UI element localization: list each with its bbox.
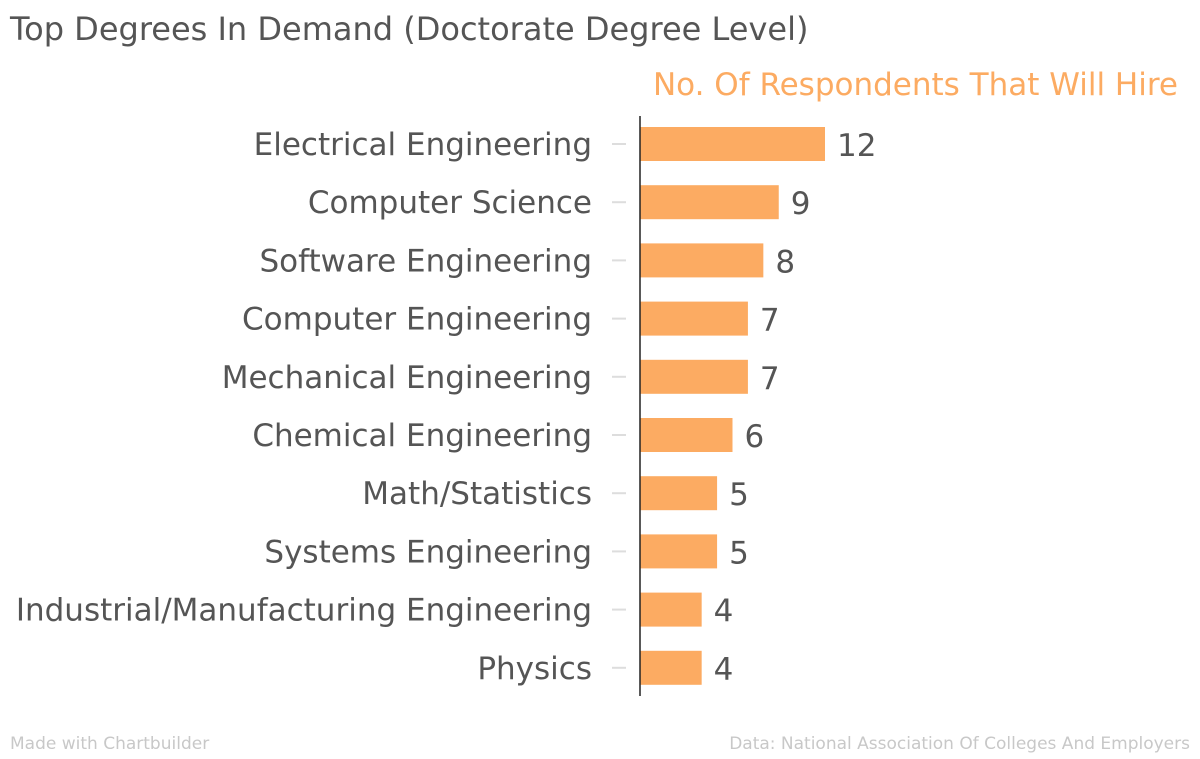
value-label: 7 xyxy=(760,303,780,339)
category-label: Mechanical Engineering xyxy=(222,360,592,396)
category-label: Chemical Engineering xyxy=(252,418,592,454)
bar xyxy=(640,185,779,220)
bar xyxy=(640,243,764,278)
value-label: 9 xyxy=(791,186,811,222)
category-label: Industrial/Manufacturing Engineering xyxy=(16,593,592,629)
made-with-credit: Made with Chartbuilder xyxy=(10,734,210,754)
bar xyxy=(640,592,702,627)
category-label: Systems Engineering xyxy=(264,534,592,570)
bar xyxy=(640,650,702,685)
value-label: 12 xyxy=(837,128,876,164)
value-label: 8 xyxy=(775,244,795,280)
series-label: No. Of Respondents That Will Hire xyxy=(653,67,1178,103)
bar xyxy=(640,476,718,511)
bar xyxy=(640,359,748,394)
category-label: Physics xyxy=(477,651,592,687)
bar xyxy=(640,301,748,336)
value-label: 5 xyxy=(729,535,749,571)
bar xyxy=(640,534,718,569)
value-label: 4 xyxy=(714,594,734,630)
value-label: 5 xyxy=(729,477,749,513)
value-label: 6 xyxy=(745,419,765,455)
chart-title: Top Degrees In Demand (Doctorate Degree … xyxy=(10,10,809,48)
category-label: Software Engineering xyxy=(259,243,592,279)
data-source: Data: National Association Of Colleges A… xyxy=(729,734,1190,754)
category-label: Computer Science xyxy=(308,185,592,221)
bars-group: Electrical Engineering 12 Computer Science… xyxy=(16,127,876,688)
category-label: Computer Engineering xyxy=(242,302,592,338)
category-label: Math/Statistics xyxy=(362,476,592,512)
bar xyxy=(640,418,733,452)
category-label: Electrical Engineering xyxy=(254,127,592,163)
value-label: 7 xyxy=(760,361,780,397)
value-label: 4 xyxy=(714,652,734,688)
bar xyxy=(640,127,825,161)
